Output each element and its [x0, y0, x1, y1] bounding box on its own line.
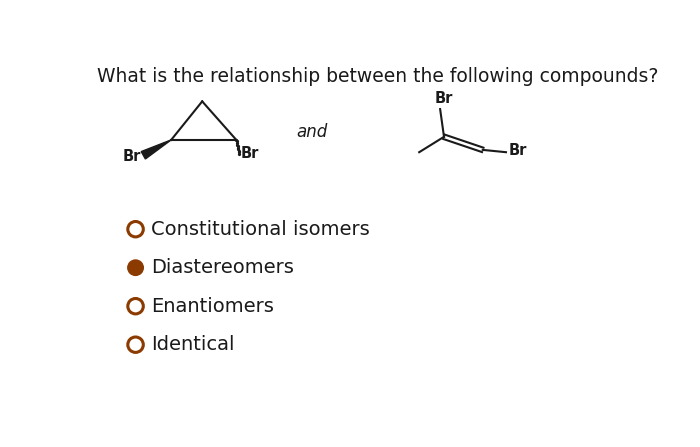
- Text: Identical: Identical: [151, 335, 234, 354]
- Text: What is the relationship between the following compounds?: What is the relationship between the fol…: [97, 67, 658, 87]
- Text: Diastereomers: Diastereomers: [151, 258, 294, 277]
- Text: Constitutional isomers: Constitutional isomers: [151, 219, 370, 239]
- Text: and: and: [297, 123, 328, 141]
- Text: Enantiomers: Enantiomers: [151, 297, 274, 316]
- Text: Br: Br: [508, 143, 526, 158]
- Text: Br: Br: [241, 146, 259, 161]
- Text: Br: Br: [122, 148, 141, 164]
- Circle shape: [128, 260, 144, 275]
- Polygon shape: [141, 140, 172, 159]
- Text: Br: Br: [435, 91, 453, 106]
